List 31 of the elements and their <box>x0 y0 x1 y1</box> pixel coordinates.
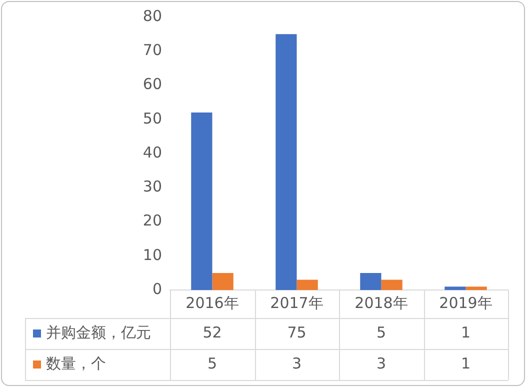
data-label: 52 <box>202 323 222 342</box>
bar <box>276 34 297 290</box>
bar <box>444 286 466 290</box>
bar <box>360 272 382 290</box>
y-tick-label: 70 <box>142 41 162 60</box>
legend-label: 并购金额，亿元 <box>46 323 151 342</box>
legend-label: 数量，个 <box>46 354 106 372</box>
y-tick-label: 30 <box>142 178 162 196</box>
y-tick-label: 0 <box>152 280 162 298</box>
data-label: 1 <box>460 323 471 342</box>
y-tick-label: 60 <box>142 75 162 94</box>
bar <box>466 286 487 290</box>
x-tick-label: 2017年 <box>270 294 324 312</box>
y-tick-label: 50 <box>142 109 162 128</box>
x-tick-label: 2019年 <box>439 294 492 312</box>
data-label: 5 <box>376 323 386 342</box>
bar <box>296 280 318 290</box>
data-label: 1 <box>460 354 471 372</box>
data-label: 5 <box>207 354 218 372</box>
x-tick-label: 2018年 <box>354 294 408 312</box>
data-label: 75 <box>287 323 306 342</box>
y-tick-label: 20 <box>142 212 162 230</box>
x-tick-label: 2016年 <box>186 294 239 312</box>
bar <box>212 272 234 290</box>
bar <box>381 280 402 290</box>
y-tick-label: 10 <box>142 246 162 264</box>
data-label: 3 <box>292 354 302 372</box>
y-tick-label: 80 <box>142 6 162 25</box>
bar <box>191 112 212 290</box>
y-tick-label: 40 <box>142 143 162 162</box>
data-label: 3 <box>376 354 386 372</box>
